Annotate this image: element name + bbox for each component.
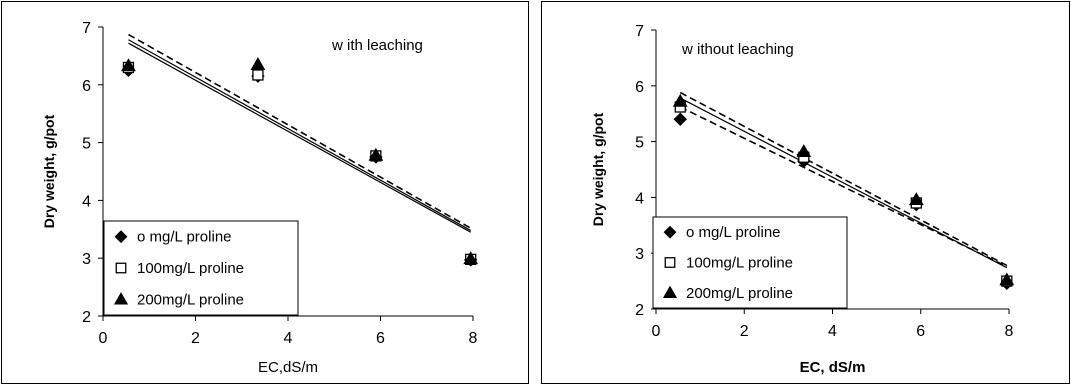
- y-tick-label: 3: [635, 246, 644, 263]
- data-point-triangle: [999, 272, 1015, 286]
- data-point-triangle: [672, 93, 688, 107]
- y-tick-label: 4: [82, 193, 91, 210]
- x-axis-label: EC, dS/m: [800, 359, 866, 376]
- legend-label: 100mg/L proline: [686, 255, 793, 272]
- data-point-triangle: [463, 251, 479, 265]
- data-point-triangle: [250, 57, 266, 70]
- chart-with-leaching: 2 3 4 5 6 7 0 2 4 6 8 Dry weight, g/pot EC,dS/m w ith…: [1, 1, 529, 384]
- x-tick-label: 4: [284, 330, 293, 347]
- y-tick-label: 7: [82, 20, 91, 37]
- x-tick-label: 0: [652, 323, 661, 340]
- data-point-triangle: [796, 144, 812, 158]
- y-tick-label: 3: [82, 251, 91, 268]
- x-axis-label: EC,dS/m: [258, 359, 318, 376]
- y-tick-label: 5: [82, 136, 91, 153]
- trend-line: [679, 91, 1008, 267]
- trend-line: [128, 33, 472, 229]
- x-tick-label: 4: [828, 323, 837, 340]
- trend-line: [128, 39, 471, 231]
- legend-marker-square: [664, 257, 676, 268]
- legend-label: o mg/L proline: [686, 224, 781, 241]
- x-tick-label: 2: [740, 323, 749, 340]
- legend-marker-diamond: [114, 230, 128, 244]
- x-tick-label: 2: [191, 330, 200, 347]
- y-axis-label: Dry weight, g/pot: [41, 114, 57, 228]
- legend-box: [103, 220, 299, 316]
- data-point-diamond: [673, 112, 687, 126]
- data-point-square: [252, 69, 264, 81]
- legend-marker-triangle: [662, 285, 678, 298]
- y-tick-label: 5: [635, 135, 644, 152]
- x-tick-label: 6: [916, 323, 925, 340]
- legend-label: 200mg/L proline: [686, 285, 793, 302]
- legend-marker-square: [115, 262, 127, 274]
- x-tick-label: 6: [376, 330, 385, 347]
- data-point-triangle: [908, 192, 924, 206]
- y-axis-label: Dry weight, g/pot: [590, 112, 606, 226]
- y-tick-label: 6: [635, 79, 644, 96]
- legend-marker-diamond: [663, 225, 677, 239]
- legend-label: 100mg/L proline: [137, 260, 244, 277]
- y-tick-label: 7: [635, 23, 644, 40]
- trend-line: [679, 97, 1008, 269]
- trend-line: [128, 42, 471, 233]
- chart-annotation: w ith leaching: [331, 37, 423, 54]
- legend-marker-triangle: [113, 292, 129, 305]
- data-point-triangle: [368, 147, 384, 161]
- x-tick-label: 8: [469, 330, 478, 347]
- chart-annotation: w ithout leaching: [681, 41, 794, 58]
- y-tick-label: 2: [635, 302, 644, 319]
- x-tick-label: 8: [1005, 323, 1014, 340]
- y-tick-label: 2: [82, 309, 91, 326]
- legend-box: [652, 216, 848, 309]
- chart-without-leaching: 2 3 4 5 6 7 0 2 4 6 8 Dry weight, g/pot EC, dS/m w it…: [541, 1, 1070, 384]
- legend-label: 200mg/L proline: [137, 291, 244, 308]
- legend-label: o mg/L proline: [137, 229, 232, 246]
- y-tick-label: 4: [635, 190, 644, 207]
- y-tick-label: 6: [82, 78, 91, 95]
- data-point-triangle: [121, 58, 136, 72]
- x-tick-label: 0: [99, 330, 108, 347]
